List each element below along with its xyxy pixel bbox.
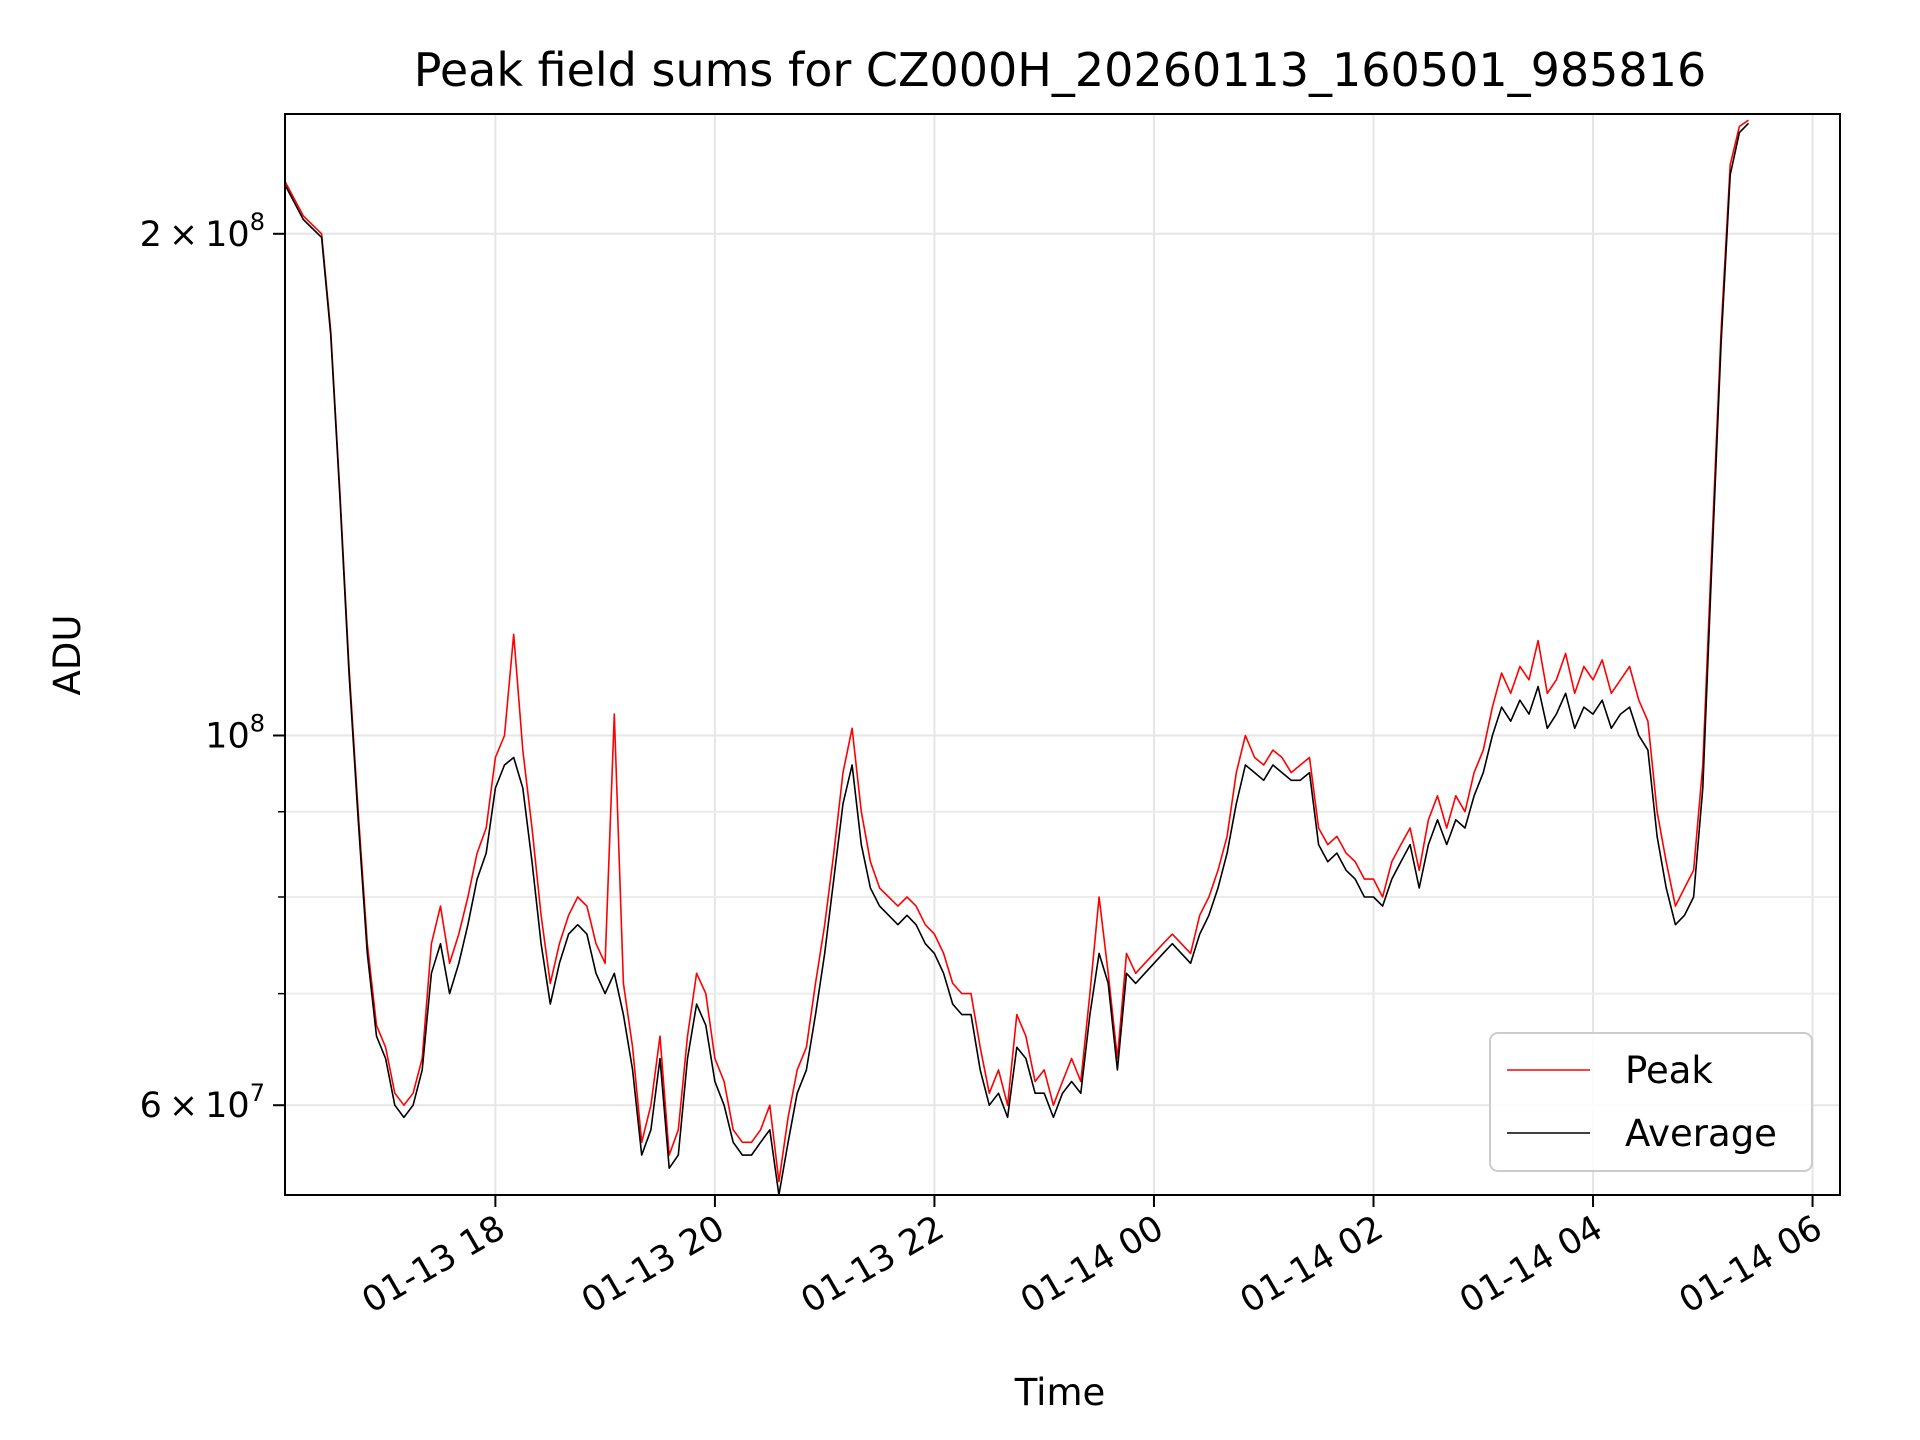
series-line-average [285, 122, 1750, 1195]
y-tick-label: 2 × 108 [140, 208, 265, 255]
legend-box [1489, 1032, 1813, 1172]
legend-label-peak: Peak [1625, 1049, 1713, 1092]
legend: Peak Average [1489, 1032, 1813, 1172]
x-axis-label: Time [1014, 1371, 1106, 1414]
grid [285, 114, 1840, 1195]
y-tick-label: 6 × 107 [140, 1079, 265, 1126]
chart-title: Peak field sums for CZ000H_20260113_1605… [414, 43, 1706, 97]
y-tick-label: 108 [205, 709, 265, 756]
y-axis: 6 × 107 108 2 × 108 [140, 208, 285, 1126]
series-line-peak [285, 119, 1749, 1183]
y-axis-label: ADU [46, 615, 89, 696]
legend-label-average: Average [1625, 1112, 1777, 1155]
plot-area [285, 119, 1750, 1195]
plot-frame [284, 113, 1841, 1196]
